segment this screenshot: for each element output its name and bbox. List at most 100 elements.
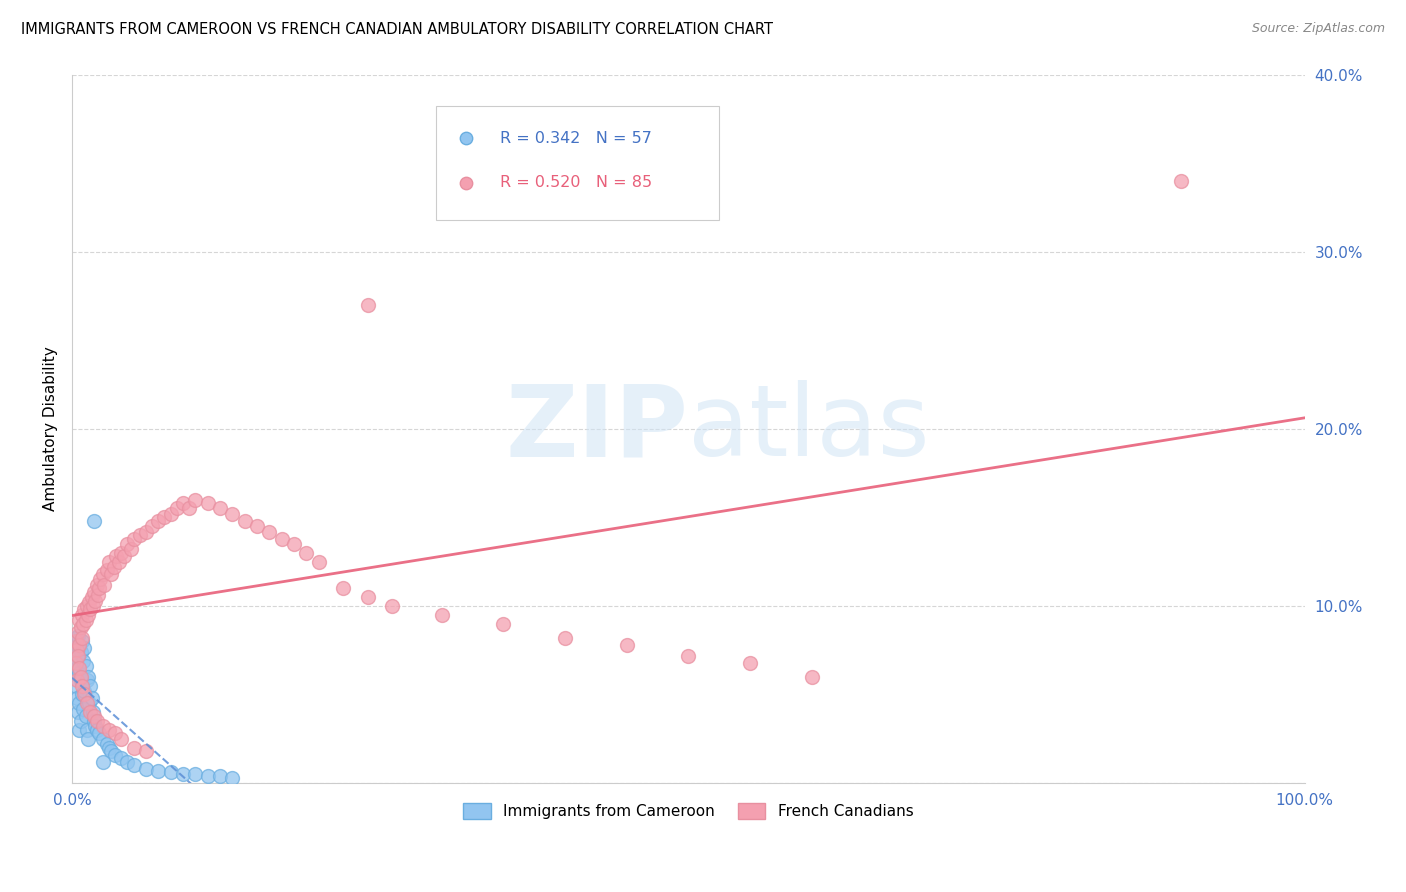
Point — [110, 546, 132, 560]
Point — [80, 691, 103, 706]
Point — [62, 643, 84, 657]
Point — [96, 737, 118, 751]
Point — [67, 723, 90, 737]
Point — [357, 298, 380, 312]
Point — [67, 648, 90, 663]
Point — [65, 631, 87, 645]
Point — [91, 567, 114, 582]
Point — [82, 599, 104, 613]
Point — [1170, 174, 1192, 188]
Point — [73, 688, 96, 702]
Point — [75, 708, 97, 723]
Point — [110, 731, 132, 746]
Point — [295, 546, 318, 560]
Point — [128, 528, 150, 542]
Point — [93, 577, 115, 591]
Point — [83, 584, 105, 599]
Point — [308, 555, 330, 569]
Point — [91, 719, 114, 733]
Point — [153, 510, 176, 524]
Point — [166, 501, 188, 516]
Point — [221, 507, 243, 521]
Point — [86, 714, 108, 728]
Point — [76, 723, 98, 737]
Point — [66, 638, 89, 652]
Point — [69, 673, 91, 688]
Point — [100, 744, 122, 758]
Point — [83, 514, 105, 528]
Point — [105, 549, 128, 564]
Point — [122, 740, 145, 755]
Point — [82, 705, 104, 719]
Point — [67, 638, 90, 652]
Point — [77, 696, 100, 710]
Text: R = 0.342   N = 57: R = 0.342 N = 57 — [499, 131, 651, 145]
Point — [122, 532, 145, 546]
Point — [184, 492, 207, 507]
Point — [179, 501, 201, 516]
Point — [233, 514, 256, 528]
Point — [69, 620, 91, 634]
Point — [77, 595, 100, 609]
Point — [103, 560, 125, 574]
Point — [72, 701, 94, 715]
Point — [98, 740, 121, 755]
Point — [357, 590, 380, 604]
Point — [75, 613, 97, 627]
Point — [66, 673, 89, 688]
Point — [76, 599, 98, 613]
Point — [678, 648, 700, 663]
Text: atlas: atlas — [689, 380, 929, 477]
Point — [616, 638, 638, 652]
Point — [117, 537, 139, 551]
Point — [77, 670, 100, 684]
Point — [430, 607, 453, 622]
Point — [492, 616, 515, 631]
Point — [108, 555, 131, 569]
Point — [221, 771, 243, 785]
Point — [283, 537, 305, 551]
Text: R = 0.520   N = 85: R = 0.520 N = 85 — [499, 176, 652, 190]
Point — [76, 696, 98, 710]
Point — [91, 731, 114, 746]
Point — [67, 648, 90, 663]
Point — [70, 679, 93, 693]
Point — [67, 629, 90, 643]
Point — [70, 631, 93, 645]
Point — [84, 593, 107, 607]
Point — [75, 659, 97, 673]
Y-axis label: Ambulatory Disability: Ambulatory Disability — [44, 346, 58, 511]
Point — [112, 549, 135, 564]
Point — [70, 607, 93, 622]
Point — [172, 767, 194, 781]
Point — [66, 661, 89, 675]
Point — [83, 714, 105, 728]
Point — [122, 758, 145, 772]
Point — [89, 726, 111, 740]
Point — [77, 731, 100, 746]
Point — [67, 625, 90, 640]
Point — [89, 581, 111, 595]
Point — [197, 496, 219, 510]
Point — [208, 769, 231, 783]
Point — [66, 691, 89, 706]
Point — [554, 631, 576, 645]
Point — [79, 679, 101, 693]
Point — [67, 696, 90, 710]
Point — [104, 726, 127, 740]
Point — [73, 641, 96, 656]
Point — [69, 714, 91, 728]
Point — [98, 723, 121, 737]
Point — [70, 688, 93, 702]
Point — [69, 645, 91, 659]
Point — [70, 634, 93, 648]
Point — [83, 708, 105, 723]
Point — [148, 764, 170, 778]
Point — [172, 496, 194, 510]
Point — [79, 705, 101, 719]
Point — [65, 656, 87, 670]
Point — [159, 765, 181, 780]
Point — [86, 723, 108, 737]
Point — [141, 519, 163, 533]
Text: ZIP: ZIP — [506, 380, 689, 477]
